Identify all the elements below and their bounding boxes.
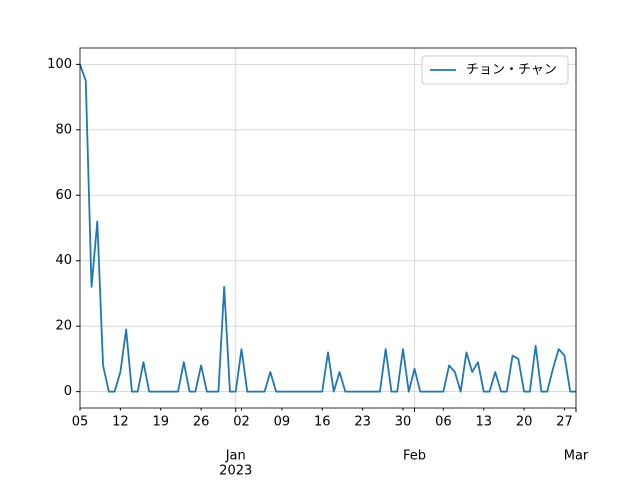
x-tick-label: 26 — [193, 415, 210, 430]
plot-frame — [79, 47, 577, 409]
x-major-tick-label: Jan — [225, 449, 246, 464]
line-series — [79, 64, 576, 393]
legend-box — [421, 55, 569, 85]
y-tick-label: 100 — [47, 57, 72, 72]
x-tick-label: 23 — [354, 415, 371, 430]
x-tick-label: 30 — [395, 415, 412, 430]
y-tick-label: 20 — [55, 319, 72, 334]
x-tick-label: 06 — [435, 415, 452, 430]
year-label: 2023 — [219, 464, 252, 479]
legend-label: チョン・チャン — [466, 63, 557, 78]
x-tick-label: 13 — [475, 415, 492, 430]
x-tick-label: 27 — [556, 415, 573, 430]
x-major-tick-label: Feb — [403, 449, 426, 464]
x-major-tick-label: Mar — [564, 449, 589, 464]
legend: チョン・チャン — [421, 55, 569, 85]
x-tick-label: 19 — [152, 415, 169, 430]
x-tick-label: 12 — [112, 415, 129, 430]
y-tick-label: 60 — [55, 188, 72, 203]
x-tick-label: 16 — [314, 415, 331, 430]
x-tick-label: 02 — [233, 415, 250, 430]
x-tick-label: 20 — [516, 415, 533, 430]
y-tick-label: 0 — [64, 384, 72, 399]
y-tick-label: 40 — [55, 253, 72, 268]
y-tick-label: 80 — [55, 122, 72, 137]
x-tick-label: 05 — [72, 415, 89, 430]
x-tick-label: 09 — [274, 415, 291, 430]
